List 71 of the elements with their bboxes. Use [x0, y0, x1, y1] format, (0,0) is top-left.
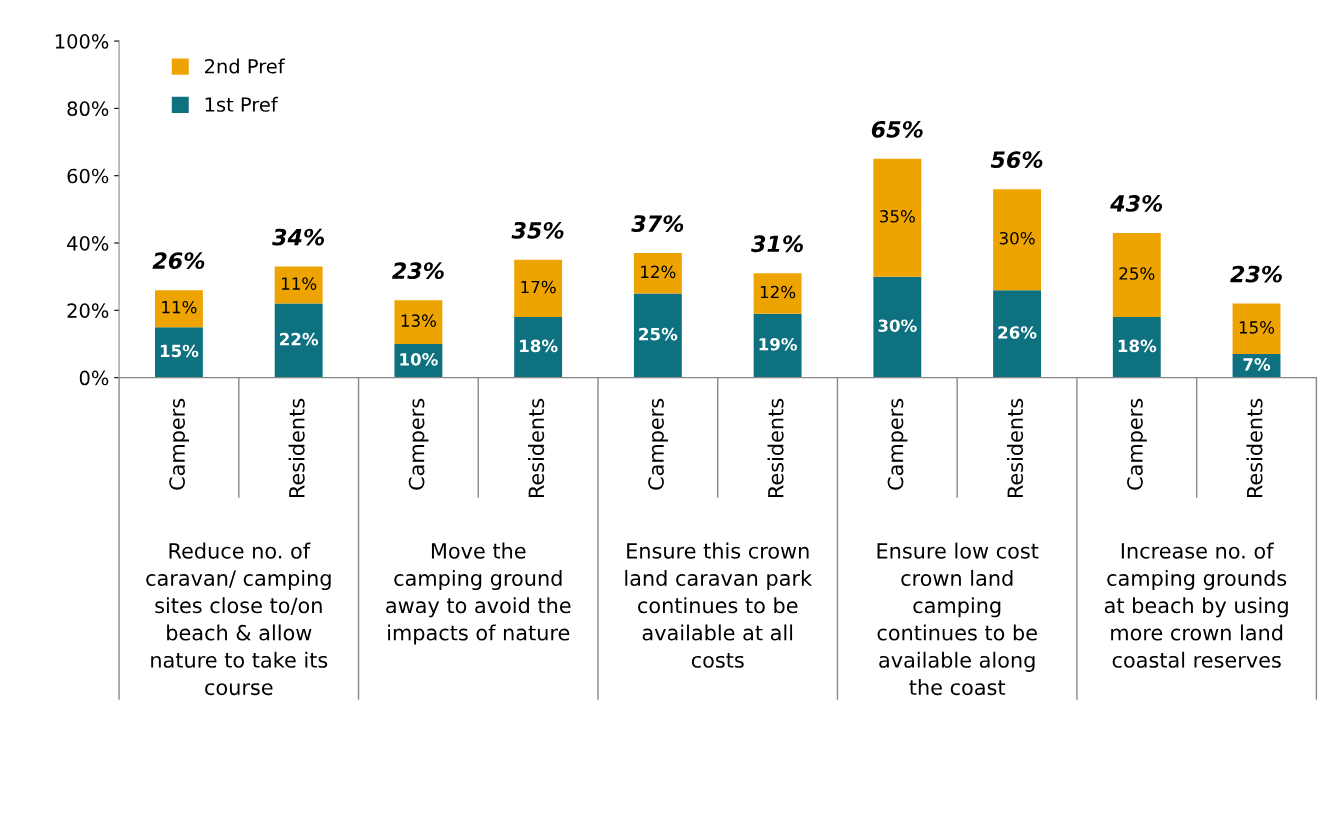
y-tick-label: 60% [67, 168, 109, 184]
text: Reduce no. of caravan/ camping sites close to/on beach & allow nature to take its course [146, 542, 331, 696]
data-label: 25% [639, 327, 678, 341]
data-label: 15% [1239, 321, 1275, 334]
bar [993, 189, 1041, 291]
text: Increase no. of camping grounds at beach by using more crown land coastal reserves [1104, 542, 1288, 668]
data-label: 13% [401, 314, 436, 327]
data-label: 18% [520, 339, 558, 353]
data-label: 15% [160, 344, 199, 358]
total-label: 43% [1110, 194, 1163, 212]
bar [1232, 303, 1281, 355]
x-tick-label: Residents [767, 398, 784, 498]
total-label: 34% [272, 228, 325, 246]
data-label: 17% [521, 280, 556, 294]
data-label: 12% [760, 285, 796, 299]
data-label: 12% [641, 265, 676, 279]
bar [753, 273, 802, 314]
data-label: 7% [1243, 358, 1271, 371]
text: Ensure low cost crown land camping continues to be available along the coast [877, 542, 1039, 696]
legend-label: 1st Pref [205, 96, 279, 112]
text: Ensure this crown land caravan park continues to be available at all costs [625, 542, 813, 668]
total-label: 65% [871, 120, 923, 138]
y-tick-label: 20% [67, 303, 109, 318]
bar [753, 313, 802, 378]
bar [873, 158, 922, 277]
bar [1112, 232, 1161, 318]
y-tick-label: 100% [55, 34, 109, 49]
x-tick-label: Campers [887, 398, 908, 490]
bar [633, 253, 682, 294]
bar [394, 300, 443, 344]
y-tick-label: 80% [67, 101, 109, 117]
bar [274, 303, 323, 378]
data-label: 10% [400, 353, 438, 366]
x-tick-label: Campers [169, 398, 190, 490]
x-tick-label: Residents [1006, 398, 1024, 498]
x-tick-label: Residents [1246, 398, 1263, 498]
y-tick-label: 0% [79, 370, 109, 386]
bar [514, 317, 563, 378]
data-label: 11% [281, 277, 317, 290]
data-label: 25% [1119, 267, 1155, 280]
bar [633, 293, 682, 378]
x-tick-label: Residents [288, 398, 305, 498]
x-tick-label: Campers [648, 398, 668, 490]
x-tick-label: Campers [408, 398, 429, 490]
data-label: 22% [280, 332, 319, 346]
bar [873, 276, 922, 378]
data-label: 35% [880, 210, 915, 223]
legend-label: 2nd Pref [205, 58, 285, 74]
total-label: 35% [511, 221, 564, 239]
text: Move the camping ground away to avoid the impacts of nature [386, 542, 571, 645]
bar [993, 290, 1041, 378]
bar [154, 290, 203, 328]
total-label: 23% [391, 262, 444, 280]
bar [274, 266, 323, 304]
x-tick-label: Campers [1127, 398, 1147, 490]
data-label: 19% [759, 337, 798, 351]
x-tick-label: Residents [528, 398, 545, 498]
data-label: 18% [1118, 339, 1157, 353]
y-tick-label: 40% [67, 235, 109, 251]
total-label: 26% [152, 252, 205, 270]
bar [514, 259, 563, 318]
bar [154, 327, 203, 378]
total-label: 23% [1230, 265, 1282, 283]
data-label: 30% [878, 319, 917, 332]
data-label: 30% [999, 231, 1035, 245]
bar [1112, 317, 1161, 378]
data-label: 11% [162, 300, 197, 314]
total-label: 56% [990, 151, 1043, 169]
data-label: 26% [998, 326, 1037, 339]
total-label: 31% [751, 235, 803, 253]
total-label: 37% [631, 215, 684, 232]
